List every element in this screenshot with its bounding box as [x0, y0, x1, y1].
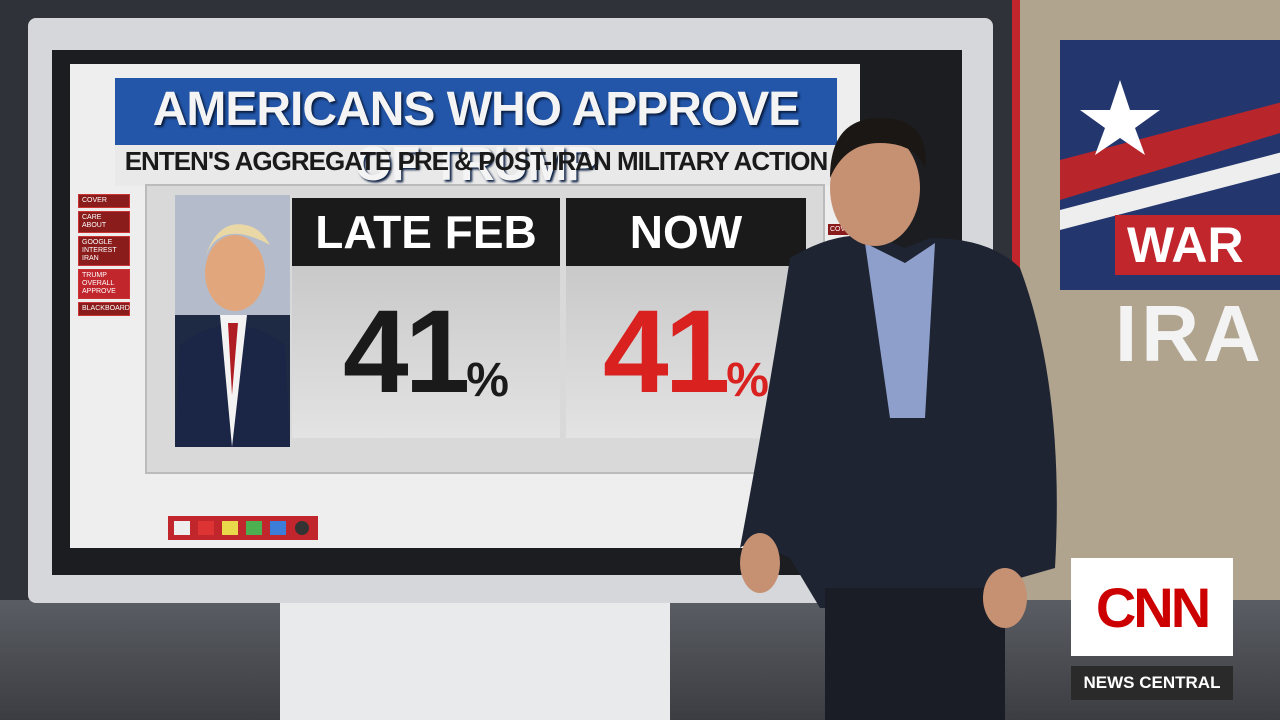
graphic: AMERICANS WHO APPROVE OF TRUMP ENTEN'S A… — [70, 64, 860, 548]
menu-item[interactable]: TRUMP OVERALL APPROVE — [78, 269, 130, 299]
menu-item[interactable]: BLACKBOARD — [78, 302, 130, 316]
subtitle: ENTEN'S AGGREGATE PRE & POST-IRAN MILITA… — [124, 146, 829, 176]
value: 41 — [603, 286, 730, 418]
menu-item[interactable]: COVER — [828, 224, 857, 235]
column-label: LATE FEB — [292, 198, 560, 266]
desk — [280, 595, 670, 720]
column: LATE FEB 41% — [292, 198, 560, 438]
menu-item[interactable]: CARE ABOUT — [78, 211, 130, 233]
column-label: NOW — [566, 198, 806, 266]
column: NOW 41% — [566, 198, 806, 438]
title-band — [115, 78, 837, 186]
presenter — [740, 118, 1057, 720]
logo: CNN — [1095, 575, 1211, 639]
show-name: NEWS CENTRAL — [1071, 666, 1233, 700]
flag — [1060, 40, 1280, 290]
menu-item[interactable]: GOOGLE INTEREST IRAN — [78, 236, 130, 266]
photo — [175, 195, 290, 447]
panel-text: IRA — [1115, 289, 1265, 378]
side-panel: WAR IRA — [1012, 0, 1280, 600]
menu: COVER CARE ABOUT GOOGLE INTEREST IRAN TR… — [78, 194, 130, 319]
panel-text: WAR — [1115, 215, 1280, 275]
value-unit: % — [726, 354, 769, 407]
menu-item[interactable]: COVER — [78, 194, 130, 208]
logo-box: CNN — [1071, 558, 1233, 656]
title: AMERICANS WHO APPROVE OF TRUMP — [152, 83, 801, 191]
value-unit: % — [466, 354, 509, 407]
value: 41 — [343, 286, 470, 418]
toolbar — [168, 516, 318, 540]
